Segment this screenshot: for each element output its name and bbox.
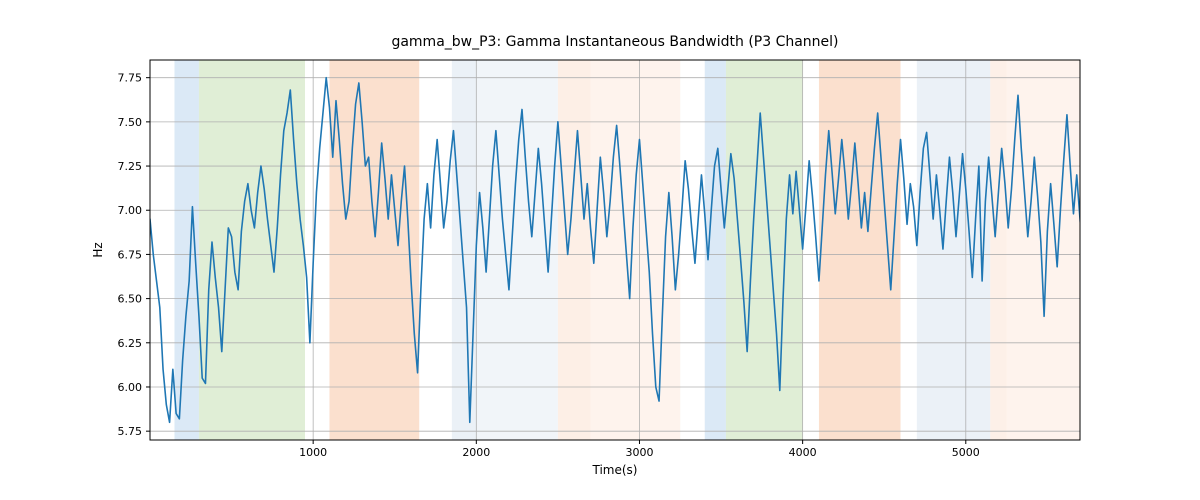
x-tick-label: 3000 [625,446,653,459]
band-2 [329,60,419,440]
y-tick-label: 7.00 [118,204,143,217]
y-tick-label: 5.75 [118,425,143,438]
band-10 [917,60,990,440]
x-tick-label: 4000 [789,446,817,459]
band-5 [558,60,591,440]
y-tick-label: 7.75 [118,72,143,85]
y-tick-label: 6.50 [118,293,143,306]
x-tick-label: 2000 [462,446,490,459]
band-8 [726,60,803,440]
band-1 [199,60,305,440]
y-tick-label: 6.25 [118,337,143,350]
x-axis-label: Time(s) [592,463,638,477]
x-tick-label: 5000 [952,446,980,459]
y-tick-label: 6.00 [118,381,143,394]
chart-title: gamma_bw_P3: Gamma Instantaneous Bandwid… [391,34,838,50]
band-6 [591,60,681,440]
x-tick-label: 1000 [299,446,327,459]
band-11 [990,60,1006,440]
band-4 [476,60,558,440]
y-axis-label: Hz [91,242,105,257]
chart-svg: 1000 2000 3000 4000 5000 5.75 6.00 6.25 6.50 6.75… [0,0,1200,500]
y-tick-label: 7.25 [118,160,143,173]
y-tick-label: 7.50 [118,116,143,129]
y-tick-label: 6.75 [118,248,143,261]
band-12 [1007,60,1080,440]
chart-container: 1000 2000 3000 4000 5000 5.75 6.00 6.25 6.50 6.75… [0,0,1200,500]
band-3 [452,60,476,440]
